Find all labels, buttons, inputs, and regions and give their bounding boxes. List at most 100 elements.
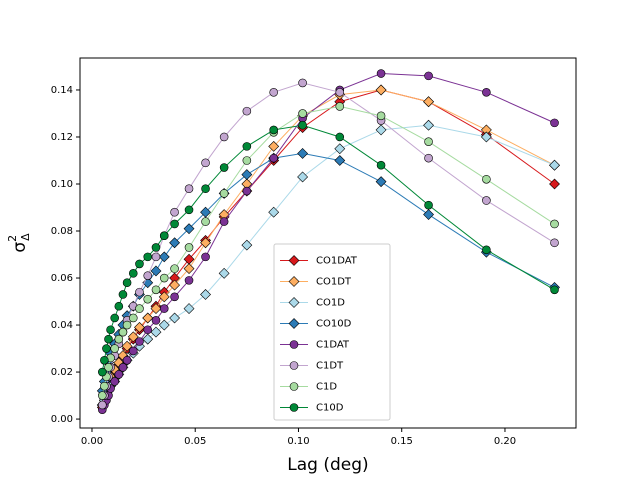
y-tick-label: 0.10 bbox=[51, 179, 73, 190]
marker bbox=[550, 238, 559, 248]
marker bbox=[159, 304, 169, 313]
series bbox=[98, 120, 559, 377]
marker bbox=[289, 382, 299, 391]
marker bbox=[170, 207, 179, 217]
marker bbox=[184, 205, 194, 215]
marker bbox=[142, 312, 154, 324]
marker bbox=[104, 334, 113, 344]
legend: CO1DAT CO1DT CO1D CO10D C1DAT C1DT C1D C10D bbox=[273, 243, 391, 421]
marker bbox=[169, 312, 180, 324]
marker bbox=[482, 245, 491, 255]
marker bbox=[143, 271, 153, 280]
marker bbox=[143, 294, 153, 304]
marker bbox=[480, 131, 492, 143]
marker bbox=[135, 259, 144, 269]
marker bbox=[334, 155, 346, 166]
marker bbox=[143, 252, 153, 262]
x-tick-label: 0.15 bbox=[391, 436, 413, 447]
marker bbox=[550, 219, 559, 229]
marker bbox=[298, 78, 307, 88]
marker bbox=[482, 196, 491, 205]
marker bbox=[423, 119, 434, 131]
marker bbox=[169, 279, 180, 291]
marker bbox=[289, 340, 299, 349]
marker bbox=[151, 316, 161, 325]
marker bbox=[288, 276, 300, 287]
y-label-sub: Δ bbox=[19, 233, 32, 241]
marker bbox=[184, 276, 194, 285]
marker bbox=[135, 287, 144, 297]
marker bbox=[376, 160, 386, 170]
marker bbox=[289, 361, 299, 370]
marker bbox=[201, 217, 210, 226]
marker bbox=[143, 325, 153, 335]
marker bbox=[297, 171, 309, 183]
marker bbox=[151, 243, 161, 252]
y-axis-label: σ2Δ bbox=[6, 233, 32, 253]
marker bbox=[424, 200, 433, 210]
marker bbox=[128, 313, 138, 323]
marker bbox=[183, 263, 195, 275]
marker bbox=[423, 209, 434, 220]
marker bbox=[183, 303, 195, 315]
marker bbox=[334, 143, 346, 155]
marker bbox=[121, 340, 133, 352]
marker bbox=[298, 109, 307, 118]
marker bbox=[200, 237, 211, 249]
marker bbox=[158, 319, 170, 331]
marker bbox=[135, 337, 144, 346]
marker bbox=[106, 325, 115, 335]
marker bbox=[150, 326, 162, 338]
marker bbox=[375, 176, 387, 188]
marker bbox=[118, 363, 128, 372]
legend-box bbox=[273, 243, 391, 421]
marker bbox=[122, 320, 132, 330]
marker bbox=[158, 291, 170, 303]
marker bbox=[118, 327, 128, 337]
marker bbox=[269, 88, 278, 97]
marker bbox=[218, 267, 230, 279]
x-tick-label: 0.00 bbox=[81, 436, 103, 447]
marker bbox=[150, 303, 162, 315]
marker bbox=[288, 297, 300, 308]
marker bbox=[269, 153, 278, 163]
marker bbox=[424, 137, 433, 146]
marker bbox=[114, 301, 124, 311]
legend-label: C10D bbox=[316, 403, 344, 414]
marker bbox=[128, 269, 138, 278]
marker bbox=[114, 370, 124, 379]
marker bbox=[170, 264, 179, 273]
marker bbox=[423, 96, 434, 108]
legend-label: C1DAT bbox=[316, 340, 350, 351]
marker bbox=[297, 148, 309, 159]
marker bbox=[219, 163, 229, 172]
marker bbox=[122, 355, 132, 365]
y-label-sup: 2 bbox=[6, 235, 19, 242]
x-tick-label: 0.20 bbox=[494, 436, 516, 447]
marker bbox=[169, 237, 180, 249]
marker bbox=[100, 381, 109, 391]
y-tick-label: 0.02 bbox=[51, 367, 73, 378]
legend-label: CO1DAT bbox=[316, 256, 358, 267]
marker bbox=[482, 174, 491, 184]
legend-label: CO1D bbox=[316, 298, 345, 309]
x-tick-label: 0.10 bbox=[287, 436, 309, 447]
marker bbox=[298, 120, 307, 130]
marker bbox=[170, 219, 179, 229]
marker bbox=[242, 186, 252, 196]
y-tick-label: 0.06 bbox=[51, 273, 73, 284]
marker bbox=[151, 285, 161, 295]
marker bbox=[122, 278, 132, 288]
marker bbox=[201, 184, 210, 193]
marker bbox=[375, 84, 387, 96]
marker bbox=[219, 217, 229, 226]
marker bbox=[376, 69, 386, 78]
series bbox=[98, 69, 559, 414]
marker bbox=[128, 346, 138, 356]
marker bbox=[335, 102, 345, 111]
x-tick-label: 0.05 bbox=[184, 436, 206, 447]
legend-label: C1DT bbox=[316, 361, 344, 372]
marker bbox=[102, 344, 111, 353]
marker bbox=[288, 255, 300, 266]
